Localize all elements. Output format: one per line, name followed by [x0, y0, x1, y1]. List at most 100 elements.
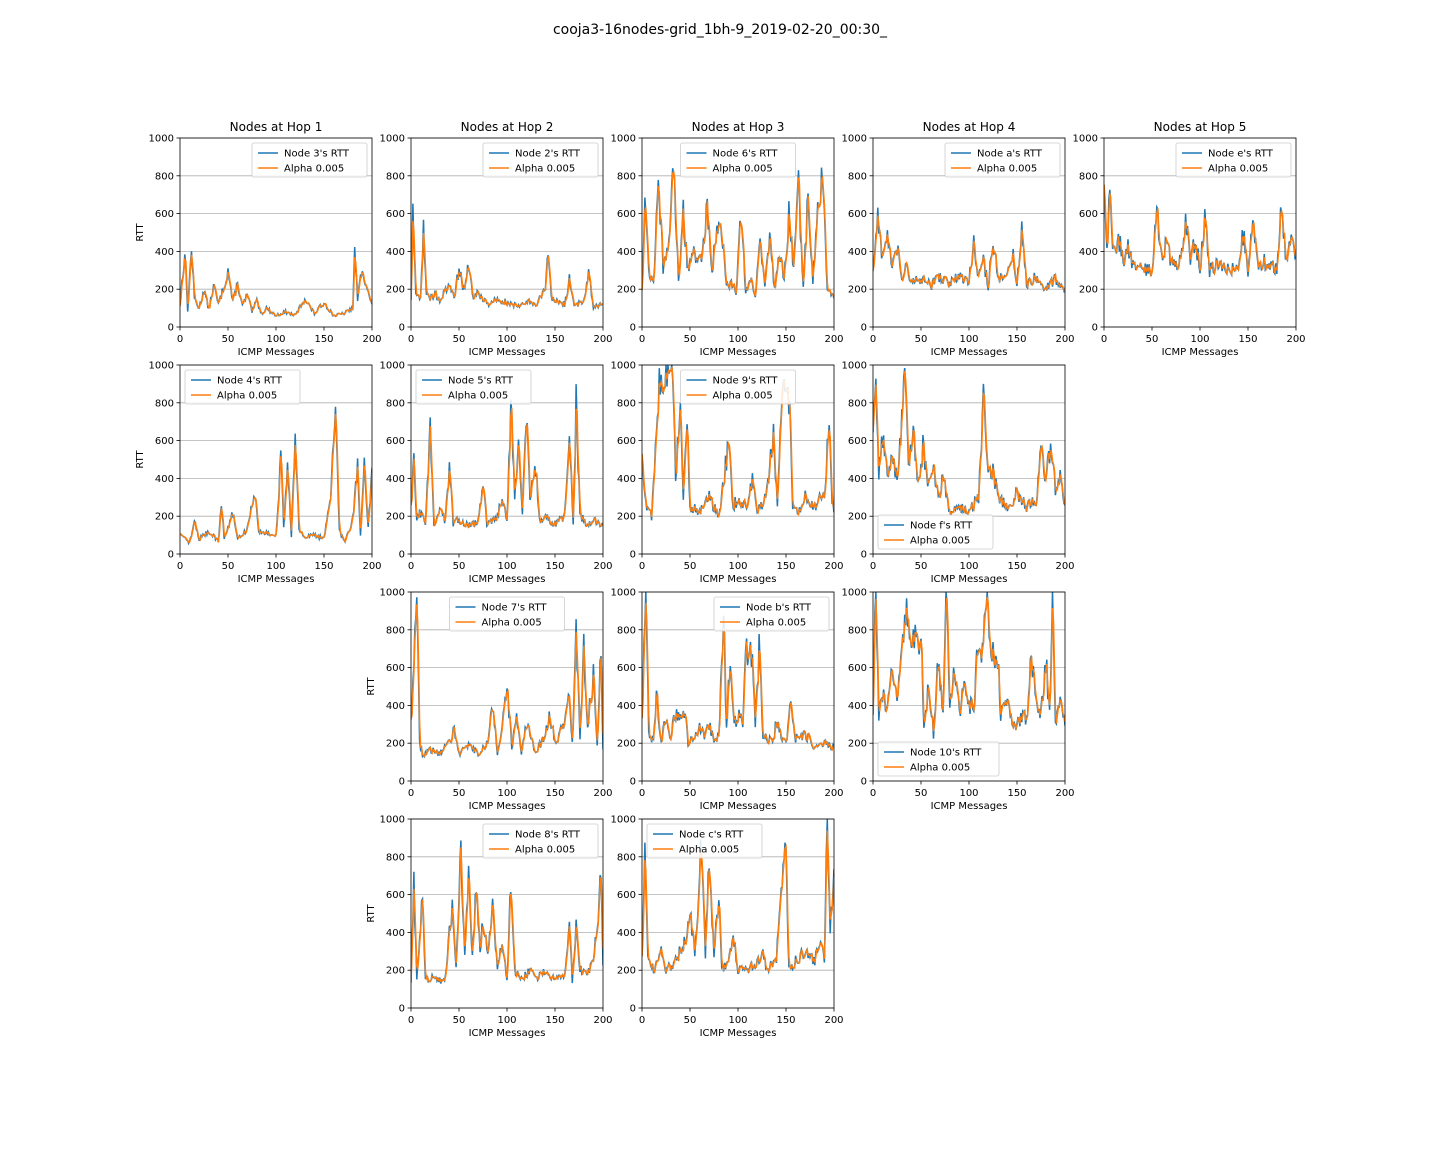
- x-axis-label: ICMP Messages: [700, 1028, 777, 1039]
- series-line-alpha: [180, 254, 372, 317]
- legend-entry: Alpha 0.005: [910, 536, 970, 547]
- x-tick-label: 100: [266, 334, 285, 345]
- legend-box: [251, 142, 368, 178]
- series-line-rtt: [873, 368, 1065, 517]
- legend: Node 10's RTT Alpha 0.005: [877, 741, 1000, 777]
- subplot-0-0: 0 50 100 150 200 0 200 400 600 800 1000 ICMP Messag…: [135, 120, 382, 358]
- subplot-title: Nodes at Hop 1: [230, 120, 323, 134]
- x-axis-label: ICMP Messages: [700, 574, 777, 585]
- legend-entry: Alpha 0.005: [977, 164, 1037, 175]
- x-tick-label: 150: [1007, 561, 1026, 572]
- subplot-3-2: 0 50 100 150 200 0 200 400 600 800 1000 ICMP Messag…: [611, 815, 844, 1040]
- y-tick-label: 0: [861, 550, 867, 561]
- x-tick-label: 100: [728, 561, 747, 572]
- legend: Node b's RTT Alpha 0.005: [713, 596, 830, 632]
- legend-entry: Alpha 0.005: [284, 164, 344, 175]
- y-tick-label: 400: [617, 247, 636, 258]
- legend-box: [1175, 142, 1292, 178]
- legend-box: [680, 142, 796, 178]
- subplot-1-0: 0 50 100 150 200 0 200 400 600 800 1000 ICMP Messag…: [135, 361, 382, 586]
- y-tick-label: 600: [617, 436, 636, 447]
- y-tick-label: 0: [861, 777, 867, 788]
- y-tick-label: 0: [168, 323, 174, 334]
- y-tick-label: 1000: [149, 361, 174, 372]
- legend: Node f's RTT Alpha 0.005: [877, 514, 994, 550]
- y-tick-label: 400: [848, 474, 867, 485]
- y-tick-label: 1000: [611, 815, 636, 826]
- x-tick-label: 150: [776, 561, 795, 572]
- legend-entry: Node 8's RTT: [515, 830, 581, 841]
- y-axis-label: RTT: [366, 676, 377, 695]
- x-axis-label: ICMP Messages: [931, 574, 1008, 585]
- y-tick-label: 400: [155, 247, 174, 258]
- legend: Node 2's RTT Alpha 0.005: [482, 142, 599, 178]
- y-tick-label: 200: [617, 512, 636, 523]
- x-tick-label: 50: [915, 334, 928, 345]
- series-line-alpha: [642, 366, 834, 519]
- x-tick-label: 100: [959, 561, 978, 572]
- x-tick-label: 0: [177, 334, 183, 345]
- y-tick-label: 1000: [1073, 134, 1098, 145]
- series-line-alpha: [411, 847, 603, 983]
- series-line-rtt: [180, 406, 372, 546]
- y-axis-label: RTT: [135, 449, 146, 468]
- series-line-alpha: [411, 220, 603, 309]
- x-tick-label: 100: [497, 334, 516, 345]
- subplot-0-4: 0 50 100 150 200 0 200 400 600 800 1000 ICMP Messag…: [1073, 120, 1306, 358]
- x-tick-label: 50: [453, 561, 466, 572]
- y-tick-label: 200: [848, 512, 867, 523]
- x-tick-label: 0: [408, 334, 414, 345]
- y-tick-label: 1000: [611, 588, 636, 599]
- legend-entry: Node 5's RTT: [448, 376, 514, 387]
- y-tick-label: 1000: [380, 134, 405, 145]
- subplot-2-3: 0 50 100 150 200 0 200 400 600 800 1000 ICMP Messag…: [842, 588, 1075, 813]
- series-line-alpha: [642, 602, 834, 752]
- x-tick-label: 0: [870, 788, 876, 799]
- subplot-2-2: 0 50 100 150 200 0 200 400 600 800 1000 ICMP Messag…: [611, 588, 844, 813]
- y-tick-label: 600: [386, 436, 405, 447]
- subplot-1-1: 0 50 100 150 200 0 200 400 600 800 1000 ICMP Messag…: [380, 361, 613, 586]
- x-tick-label: 100: [728, 788, 747, 799]
- x-tick-label: 200: [593, 1015, 612, 1026]
- series-line-alpha: [873, 371, 1065, 516]
- x-tick-label: 100: [728, 1015, 747, 1026]
- y-tick-label: 800: [617, 171, 636, 182]
- subplot-title: Nodes at Hop 4: [923, 120, 1016, 134]
- x-tick-label: 150: [545, 1015, 564, 1026]
- series-line-alpha: [411, 408, 603, 529]
- x-tick-label: 200: [1286, 334, 1305, 345]
- x-tick-label: 200: [1055, 788, 1074, 799]
- y-tick-label: 800: [386, 852, 405, 863]
- subplot-2-1: 0 50 100 150 200 0 200 400 600 800 1000 ICMP Messag…: [366, 588, 613, 813]
- legend-entry: Alpha 0.005: [746, 618, 806, 629]
- y-tick-label: 200: [386, 966, 405, 977]
- x-tick-label: 100: [959, 788, 978, 799]
- x-axis-label: ICMP Messages: [469, 574, 546, 585]
- y-tick-label: 600: [1079, 209, 1098, 220]
- legend: Node 3's RTT Alpha 0.005: [251, 142, 368, 178]
- legend-entry: Node f's RTT: [910, 521, 973, 532]
- legend-box: [415, 369, 532, 405]
- legend: Node 4's RTT Alpha 0.005: [184, 369, 301, 405]
- x-tick-label: 150: [776, 1015, 795, 1026]
- legend-entry: Alpha 0.005: [713, 164, 773, 175]
- y-tick-label: 400: [848, 701, 867, 712]
- x-tick-label: 200: [593, 334, 612, 345]
- legend-box: [877, 514, 994, 550]
- legend-entry: Alpha 0.005: [515, 845, 575, 856]
- x-tick-label: 200: [824, 334, 843, 345]
- y-tick-label: 400: [386, 247, 405, 258]
- y-tick-label: 1000: [380, 588, 405, 599]
- legend-box: [482, 142, 599, 178]
- series-line-rtt: [411, 203, 603, 312]
- x-tick-label: 200: [1055, 334, 1074, 345]
- legend: Node c's RTT Alpha 0.005: [646, 823, 763, 859]
- x-axis-label: ICMP Messages: [931, 801, 1008, 812]
- y-tick-label: 0: [399, 777, 405, 788]
- x-tick-label: 50: [684, 1015, 697, 1026]
- subplot-title: Nodes at Hop 5: [1154, 120, 1247, 134]
- legend-entry: Node b's RTT: [746, 603, 812, 614]
- series-line-alpha: [180, 413, 372, 544]
- y-tick-label: 400: [617, 474, 636, 485]
- y-tick-label: 800: [155, 398, 174, 409]
